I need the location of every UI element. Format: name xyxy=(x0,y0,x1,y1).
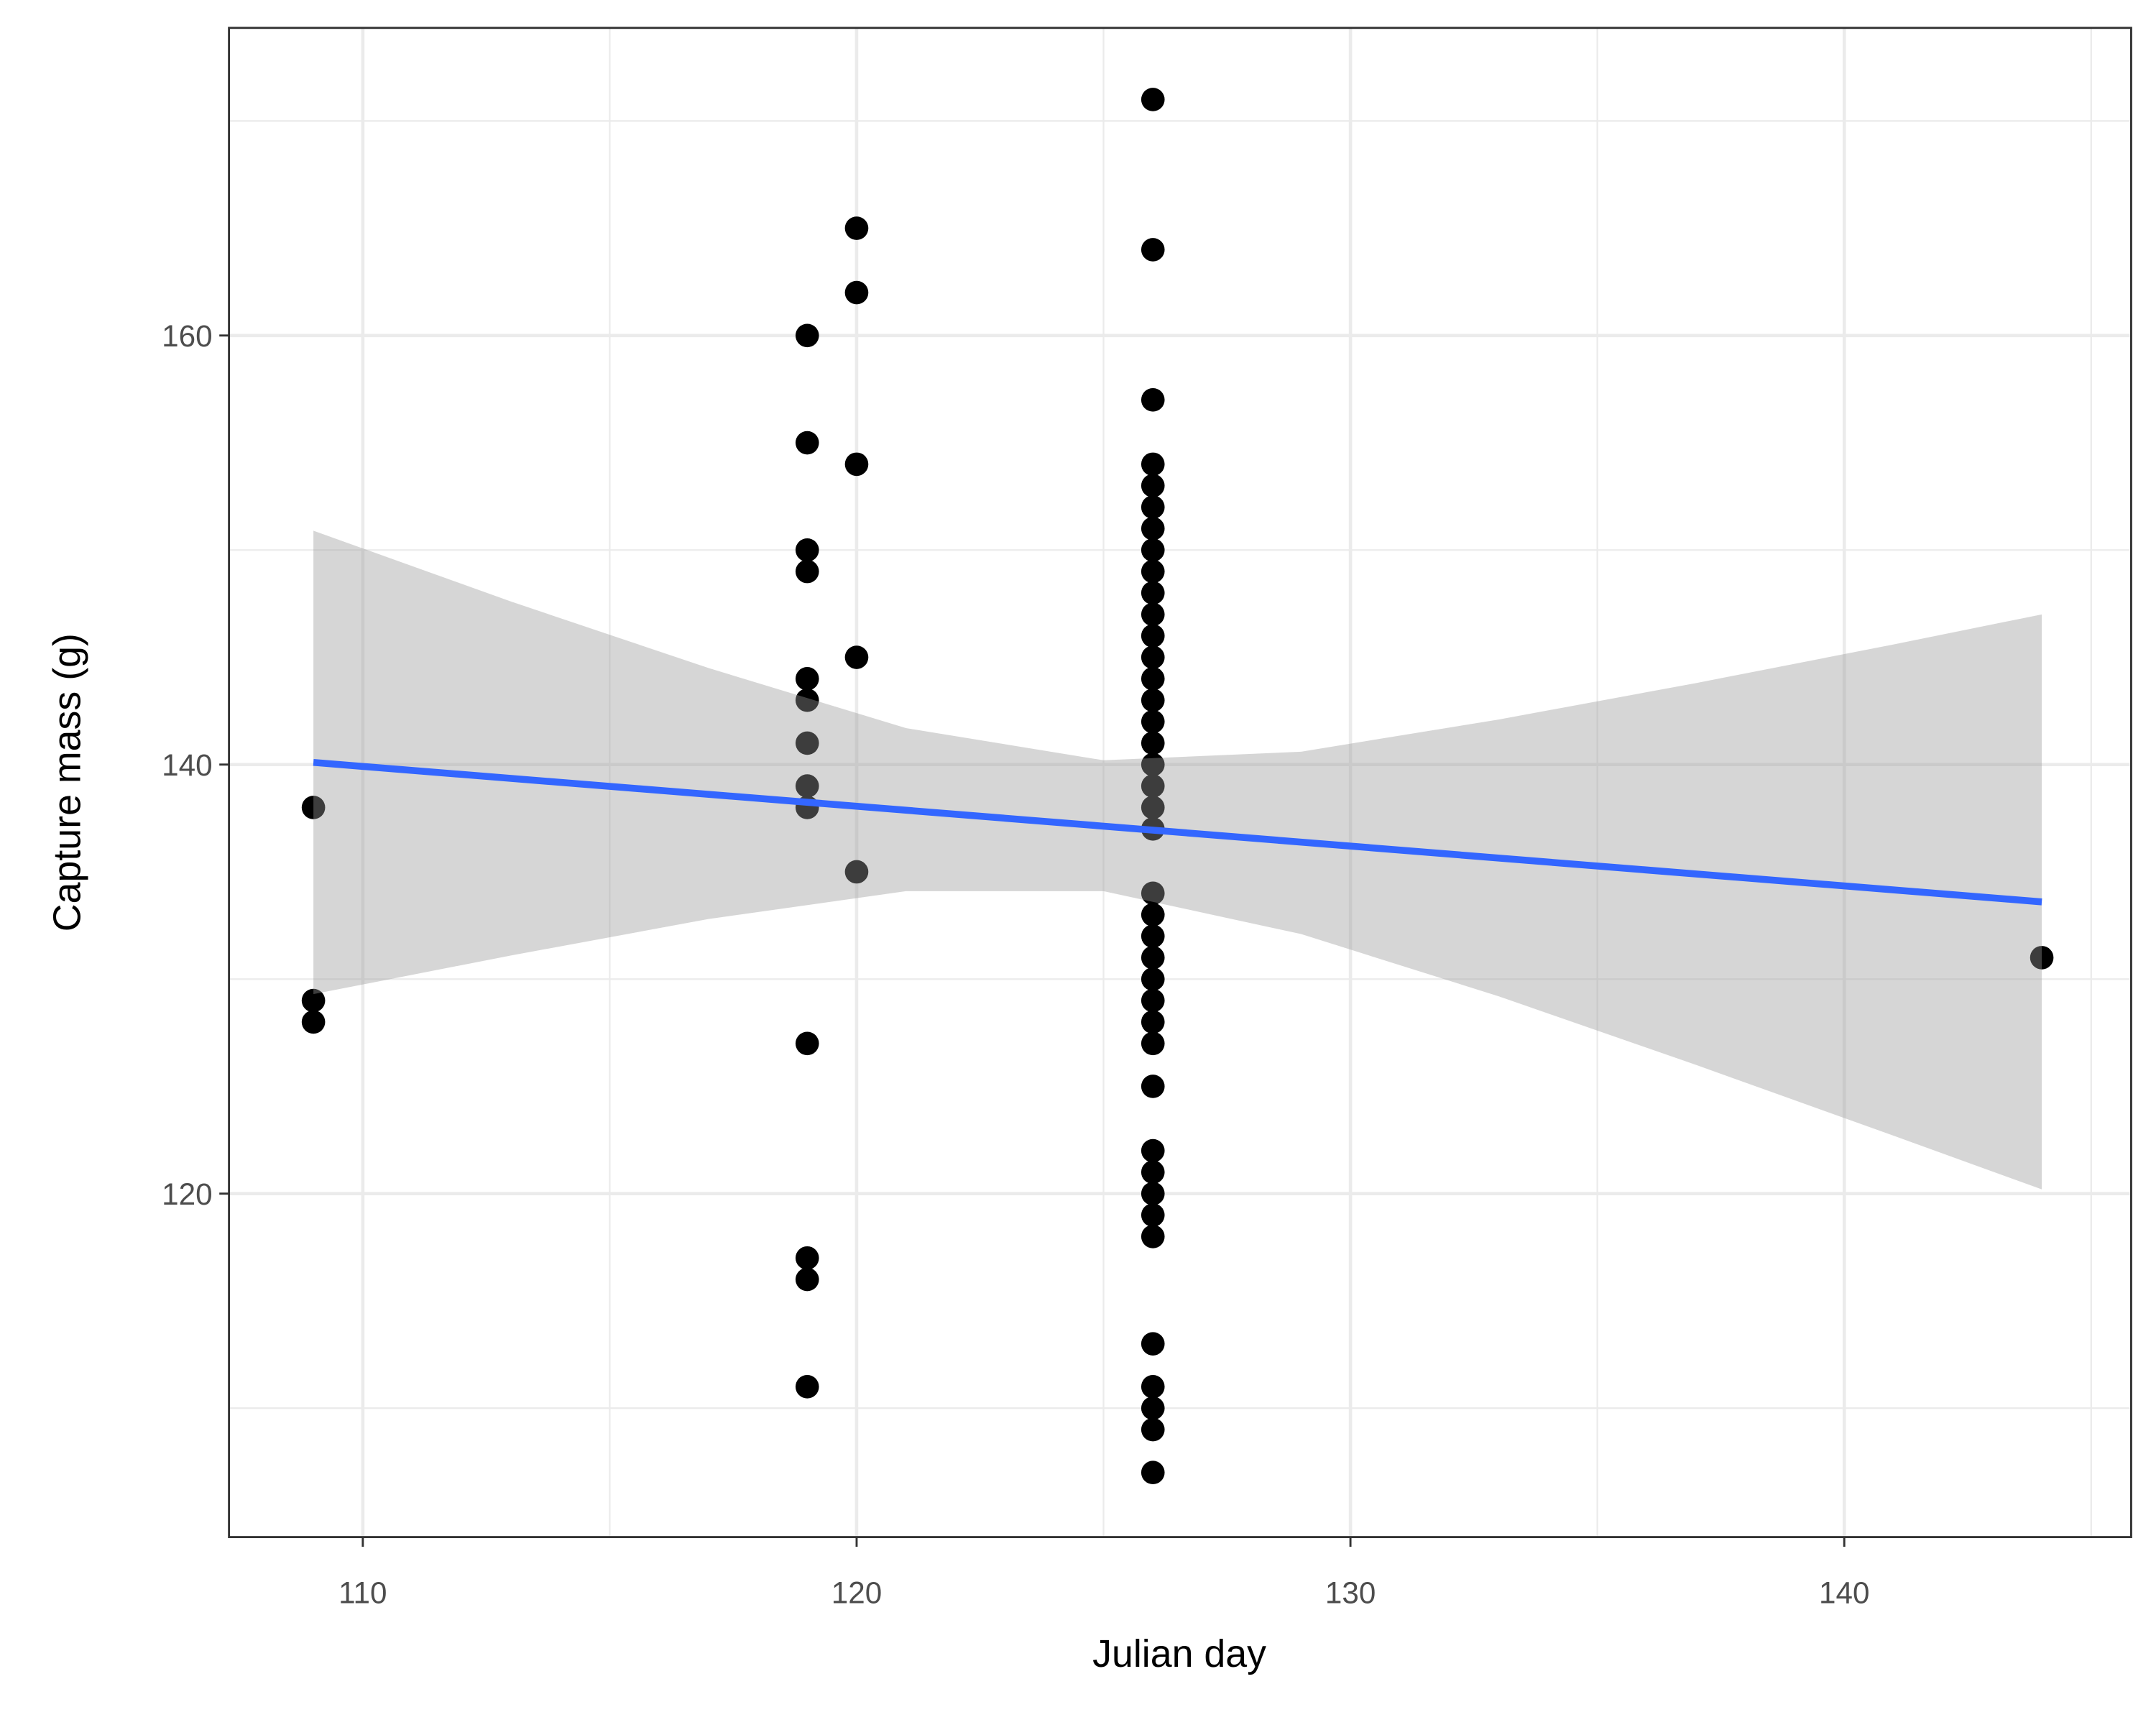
data-point xyxy=(795,667,819,691)
data-point xyxy=(2030,946,2054,970)
data-point xyxy=(1141,1396,1165,1420)
data-point xyxy=(1141,538,1165,562)
data-point xyxy=(1141,967,1165,991)
data-point xyxy=(1141,924,1165,948)
data-point xyxy=(1141,495,1165,519)
y-tick-label: 160 xyxy=(162,319,212,353)
panel-border xyxy=(228,27,2132,1539)
data-point xyxy=(1141,709,1165,734)
data-point xyxy=(1141,1010,1165,1034)
data-point xyxy=(1141,881,1165,906)
data-point xyxy=(301,796,326,819)
data-point xyxy=(1141,1203,1165,1227)
data-point xyxy=(795,1031,819,1056)
data-point xyxy=(1141,602,1165,627)
data-point xyxy=(795,774,819,798)
data-point xyxy=(1141,559,1165,584)
data-point xyxy=(1141,946,1165,970)
data-point xyxy=(301,1010,326,1034)
data-point xyxy=(1141,1160,1165,1184)
x-axis-title: Julian day xyxy=(1092,1632,1266,1675)
x-tick-label: 110 xyxy=(338,1576,387,1610)
data-point xyxy=(1141,624,1165,648)
data-point xyxy=(795,538,819,562)
data-point xyxy=(1141,731,1165,755)
data-point xyxy=(1141,1182,1165,1206)
data-point xyxy=(1141,645,1165,669)
data-point xyxy=(1141,688,1165,712)
data-point xyxy=(1141,753,1165,777)
data-point xyxy=(1141,238,1165,262)
x-tick-label: 140 xyxy=(1819,1576,1869,1610)
y-tick-label: 140 xyxy=(162,748,212,782)
data-point xyxy=(844,452,869,477)
data-point xyxy=(1141,1138,1165,1163)
data-point xyxy=(1141,474,1165,498)
data-point xyxy=(795,1246,819,1270)
trend-line xyxy=(313,758,2042,906)
data-point xyxy=(1141,667,1165,691)
data-point xyxy=(795,1375,819,1399)
x-tick-label: 120 xyxy=(831,1576,882,1610)
data-point xyxy=(1141,1031,1165,1056)
data-point xyxy=(1141,774,1165,798)
data-point xyxy=(795,559,819,584)
data-point xyxy=(795,731,819,755)
data-point xyxy=(1141,88,1165,111)
y-axis-title: Capture mass (g) xyxy=(45,633,88,932)
data-point xyxy=(795,323,819,348)
data-point xyxy=(844,860,869,884)
data-point xyxy=(844,280,869,305)
data-point xyxy=(1141,1417,1165,1442)
data-point xyxy=(1141,581,1165,605)
data-point xyxy=(1141,517,1165,540)
confidence-band xyxy=(313,530,2042,1190)
data-point xyxy=(1141,388,1165,412)
data-point xyxy=(844,645,869,669)
data-point xyxy=(795,688,819,712)
data-point xyxy=(1141,796,1165,819)
data-point xyxy=(795,1267,819,1292)
x-tick-label: 130 xyxy=(1325,1576,1376,1610)
data-point xyxy=(1141,1332,1165,1356)
data-point xyxy=(1141,1075,1165,1098)
data-point xyxy=(1141,1375,1165,1399)
y-tick-label: 120 xyxy=(162,1177,212,1211)
data-point xyxy=(844,216,869,240)
data-point xyxy=(1141,903,1165,927)
data-point xyxy=(1141,1460,1165,1485)
data-point xyxy=(301,988,326,1013)
data-point xyxy=(795,431,819,455)
data-point xyxy=(1141,988,1165,1013)
data-point xyxy=(1141,1225,1165,1248)
data-point xyxy=(1141,452,1165,477)
